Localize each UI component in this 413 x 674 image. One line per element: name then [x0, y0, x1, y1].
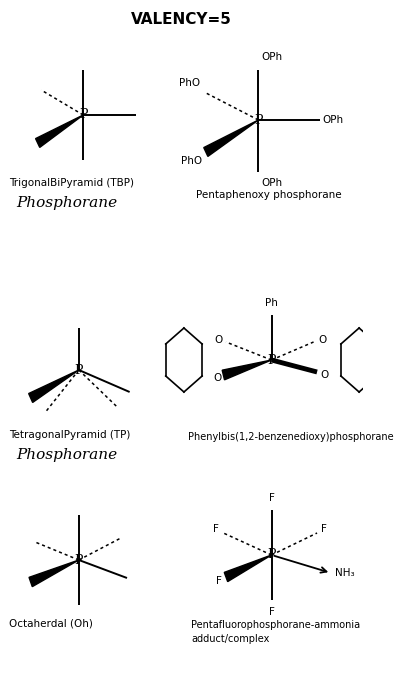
Polygon shape [28, 370, 78, 402]
Text: Pentaphenoxy phosphorane: Pentaphenoxy phosphorane [196, 190, 341, 200]
Text: Pentafluorophosphorane-ammonia: Pentafluorophosphorane-ammonia [190, 620, 359, 630]
Text: O: O [213, 373, 221, 383]
Text: TetragonalPyramid (TP): TetragonalPyramid (TP) [9, 430, 130, 440]
Text: F: F [213, 524, 218, 534]
Text: O: O [214, 335, 223, 345]
Text: O: O [318, 335, 325, 345]
Text: Phosphorane: Phosphorane [16, 196, 116, 210]
Text: F: F [215, 576, 221, 586]
Text: OPh: OPh [322, 115, 343, 125]
Text: PhO: PhO [181, 156, 202, 166]
Text: OPh: OPh [260, 178, 281, 188]
Text: O: O [319, 370, 328, 380]
Text: Phosphorane: Phosphorane [16, 448, 116, 462]
Text: OPh: OPh [260, 52, 281, 62]
Text: Phenylbis(1,2-benzenedioxy)phosphorane: Phenylbis(1,2-benzenedioxy)phosphorane [188, 432, 393, 442]
Text: F: F [320, 524, 325, 534]
Polygon shape [222, 360, 271, 380]
Text: F: F [268, 607, 274, 617]
Text: adduct/complex: adduct/complex [190, 634, 269, 644]
Polygon shape [224, 555, 271, 582]
Text: Octaherdal (Oh): Octaherdal (Oh) [9, 618, 93, 628]
Polygon shape [29, 560, 78, 586]
Polygon shape [36, 115, 83, 148]
Text: F: F [268, 493, 274, 503]
Text: P: P [254, 113, 262, 127]
Polygon shape [203, 120, 258, 156]
Text: P: P [267, 549, 275, 561]
Text: P: P [74, 553, 83, 567]
Text: P: P [267, 353, 275, 367]
Text: P: P [79, 109, 87, 121]
Text: TrigonalBiPyramid (TBP): TrigonalBiPyramid (TBP) [9, 178, 133, 188]
Text: P: P [74, 363, 83, 377]
Text: NH₃: NH₃ [334, 568, 354, 578]
Text: PhO: PhO [179, 78, 200, 88]
Text: Ph: Ph [264, 298, 277, 308]
Text: VALENCY=5: VALENCY=5 [131, 12, 231, 27]
